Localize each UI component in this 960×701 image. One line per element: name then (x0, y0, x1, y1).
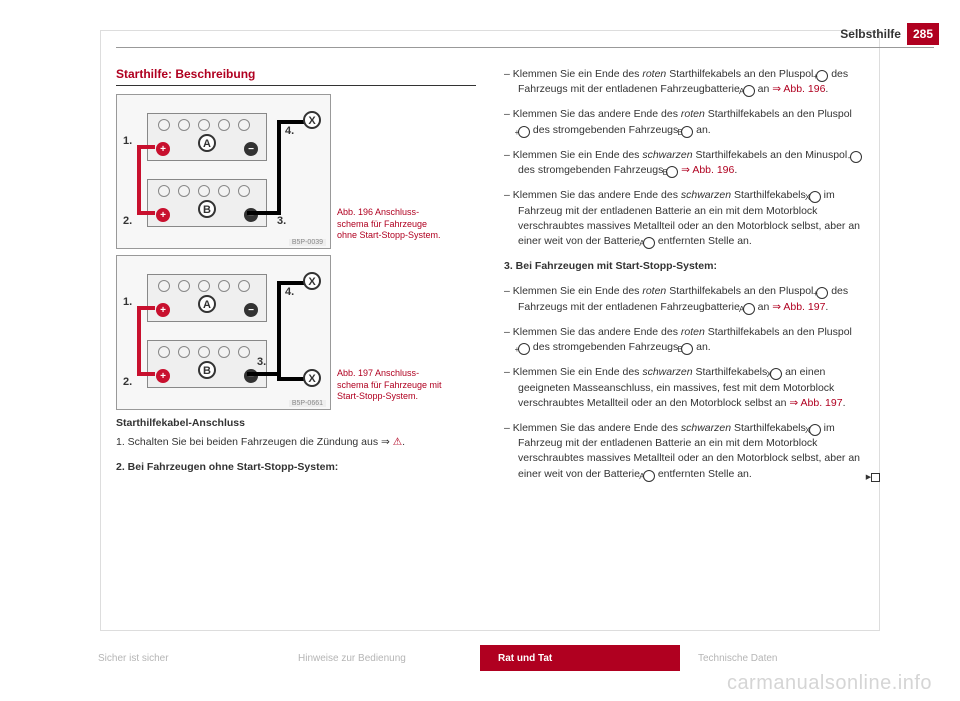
header-rule (116, 47, 934, 48)
page-number-badge: 285 (907, 23, 939, 45)
section-rule (116, 85, 476, 86)
battery-b: B + − (147, 179, 267, 227)
warning-icon: ⚠ (393, 436, 402, 448)
footer-tab-safety[interactable]: Sicher ist sicher (80, 645, 280, 671)
figure-197-block: A + − B + − (116, 255, 476, 410)
battery-b2: B + − (147, 340, 267, 388)
step-2: 2. Bei Fahrzeugen ohne Start-Stopp-Syste… (116, 460, 476, 475)
clamp-x-icon: X (303, 369, 321, 387)
continue-icon: ▶ (871, 473, 880, 482)
bullet: – Klemmen Sie das andere Ende des roten … (504, 107, 864, 137)
battery-a2: A + − (147, 274, 267, 322)
bullet: – Klemmen Sie das andere Ende des roten … (504, 325, 864, 355)
clamp-x-icon: X (303, 272, 321, 290)
manual-page: Selbsthilfe 285 Starthilfe: Beschreibung… (100, 30, 880, 631)
watermark: carmanualsonline.info (727, 672, 932, 695)
footer-tab-advice[interactable]: Rat und Tat (480, 645, 680, 671)
header-title: Selbsthilfe (840, 27, 901, 41)
section-title: Starthilfe: Beschreibung (116, 67, 476, 81)
bullet: – Klemmen Sie das andere Ende des schwar… (504, 188, 864, 249)
figure-196-block: A + − B + − (116, 94, 476, 249)
bullet: – Klemmen Sie ein Ende des schwarzen Sta… (504, 148, 864, 178)
footer-tab-techdata[interactable]: Technische Daten (680, 645, 880, 671)
bullet: – Klemmen Sie ein Ende des schwarzen Sta… (504, 365, 864, 411)
bullet: – Klemmen Sie ein Ende des roten Starthi… (504, 284, 864, 314)
figure-197-code: B5P-0661 (289, 400, 326, 407)
left-column: Starthilfe: Beschreibung A + − B (116, 67, 476, 620)
step-3: 3. Bei Fahrzeugen mit Start-Stopp-System… (504, 259, 864, 274)
footer-tab-operation[interactable]: Hinweise zur Bedienung (280, 645, 480, 671)
battery-a: A + − (147, 113, 267, 161)
clamp-x-icon: X (303, 111, 321, 129)
sub-heading: Starthilfekabel-Anschluss (116, 416, 476, 431)
page-header: Selbsthilfe 285 (840, 23, 939, 45)
bullet: – Klemmen Sie das andere Ende des schwar… (504, 421, 864, 482)
figure-197-caption: Abb. 197 Anschluss­schema für Fahrzeuge … (337, 368, 445, 410)
footer-tabs: Sicher ist sicher Hinweise zur Bedienung… (80, 645, 880, 671)
figure-196-code: B5P-0039 (289, 239, 326, 246)
figure-197: A + − B + − (116, 255, 331, 410)
left-body-text: Starthilfekabel-Anschluss 1. Schalten Si… (116, 416, 476, 476)
step-1: 1. Schalten Sie bei beiden Fahrzeugen di… (116, 435, 476, 450)
bullet: – Klemmen Sie ein Ende des roten Starthi… (504, 67, 864, 97)
figure-196: A + − B + − (116, 94, 331, 249)
right-column: – Klemmen Sie ein Ende des roten Starthi… (504, 67, 864, 620)
figure-196-caption: Abb. 196 Anschluss­schema für Fahrzeuge … (337, 207, 445, 249)
content-columns: Starthilfe: Beschreibung A + − B (116, 67, 864, 620)
